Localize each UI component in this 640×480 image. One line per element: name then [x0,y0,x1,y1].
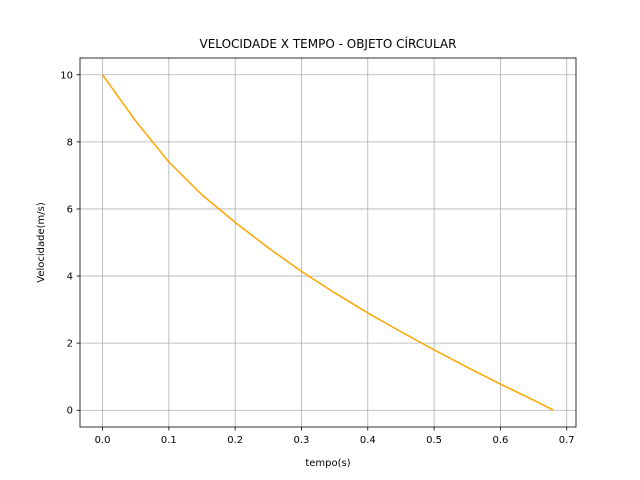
y-axis-label: Velocidade(m/s) [36,202,47,283]
plot-area-frame [79,57,577,428]
y-tick-label: 0 [67,406,73,417]
chart-title: VELOCIDADE X TEMPO - OBJETO CÍRCULAR [200,36,457,51]
x-tick-label: 0.5 [426,435,442,446]
series-line [101,74,554,411]
x-tick-label: 0.4 [360,435,376,446]
x-tick-label: 0.7 [559,435,575,446]
y-tick-label: 10 [60,70,73,81]
x-axis-label: tempo(s) [305,458,350,469]
y-tick-label: 2 [67,339,73,350]
x-tick-label: 0.1 [161,435,177,446]
y-tick-label: 8 [67,137,73,148]
x-tick-label: 0.2 [227,435,243,446]
ticks: 0.0 0.1 0.2 0.3 0.4 0.5 0.6 0.7 0 2 4 6 8 10 [60,70,574,446]
x-tick-label: 0.0 [95,435,111,446]
y-tick-label: 6 [67,204,73,215]
series-layer [101,74,554,411]
grid [80,58,576,427]
x-tick-label: 0.6 [492,435,508,446]
y-tick-label: 4 [67,272,73,283]
x-tick-label: 0.3 [294,435,310,446]
